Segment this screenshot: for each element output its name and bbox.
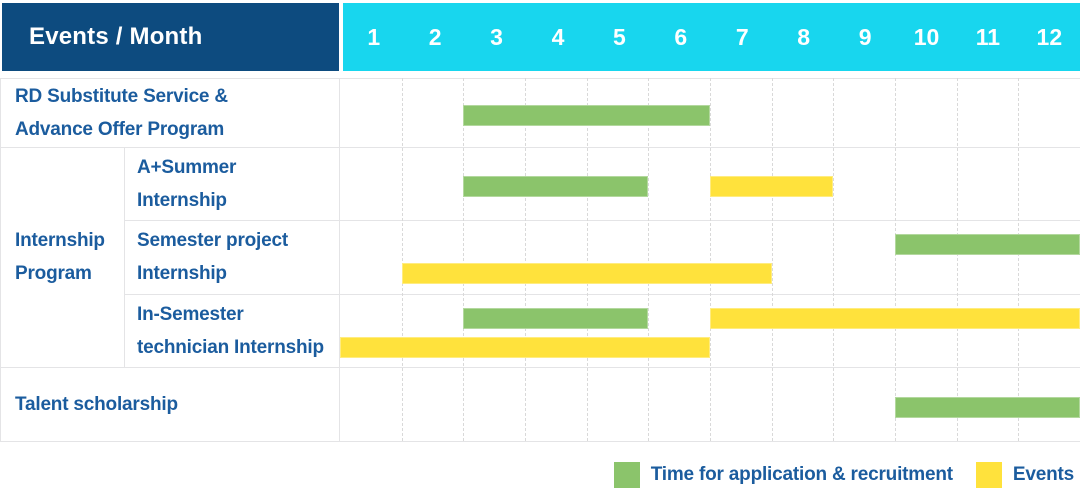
legend-item-yellow: Events [975,461,1074,488]
month-label-6: 6 [674,23,688,50]
month-label-4: 4 [551,23,565,50]
gantt-bar-yellow [401,263,772,284]
gantt-bar-yellow [710,176,834,197]
row-separator-line [0,147,1080,148]
month-gridline [710,78,711,441]
month-label-2: 2 [428,23,442,50]
month-label-11: 11 [975,23,1001,50]
legend-label: Events [1012,463,1074,485]
row-separator-line [124,294,1080,295]
row-label-line: Program [15,263,92,284]
month-label-7: 7 [735,23,749,50]
month-gridline [402,78,403,441]
row-label-line: Internship [137,189,227,211]
legend: Time for application & recruitment Events [613,461,1074,488]
gantt-bar-green [463,176,649,197]
month-gridline [895,78,896,441]
gantt-bar-green [463,105,710,126]
row-label-1: A+Summer Internship [124,147,340,220]
row-separator-line [124,220,1080,221]
row-label-line: In-Semester [137,303,244,325]
month-label-9: 9 [858,23,872,50]
row-separator-line [0,78,1080,79]
month-gridline [648,78,649,441]
row-separator-line [0,367,1080,368]
row-label-line: Talent scholarship [15,393,178,415]
gantt-bar-yellow [340,337,710,358]
month-gridline [772,78,773,441]
legend-swatch-yellow [975,461,1002,488]
row-label-line: A+Summer [137,156,237,178]
month-gridline [957,78,958,441]
month-gridline [463,78,464,441]
month-header-row: 1 2 3 4 5 6 7 8 9 10 11 12 [343,3,1080,71]
row-label-line: Advance Offer Program [15,118,225,140]
row-label-line: RD Substitute Service & [15,85,228,107]
month-gridline [1018,78,1019,441]
row-label-0: RD Substitute Service & Advance Offer Pro… [0,78,339,147]
month-gridline [587,78,588,441]
month-label-8: 8 [797,23,811,50]
row-label-2: Semester project Internship [124,220,340,294]
row-label-line: Internship [137,263,227,284]
group-label-internship-program: Internship Program [0,147,124,367]
month-label-1: 1 [367,23,381,50]
gantt-bar-yellow [710,308,1080,329]
month-gridline [525,78,526,441]
column-border-line [339,78,340,441]
month-label-5: 5 [613,23,626,50]
column-border-line [124,147,125,367]
row-label-4: Talent scholarship [0,367,339,441]
month-label-10: 10 [913,23,940,50]
month-gridline [833,78,834,441]
legend-item-green: Time for application & recruitment [613,461,953,488]
gantt-bar-green [895,234,1080,255]
legend-swatch-green [613,461,640,488]
row-label-line: Semester project [137,230,288,251]
row-label-line: technician Internship [137,336,324,358]
header-events-month-cell: Events / Month [2,3,339,71]
gantt-bar-green [895,397,1080,418]
row-separator-line [0,441,1080,442]
legend-label: Time for application & recruitment [650,463,953,485]
row-label-line: Internship [15,230,105,251]
row-label-3: In-Semester technician Internship [124,294,340,367]
gantt-bar-green [463,308,649,329]
header-title: Events / Month [29,23,203,50]
month-label-12: 12 [1036,23,1063,50]
column-border-line [0,78,1,441]
month-label-3: 3 [490,23,503,50]
